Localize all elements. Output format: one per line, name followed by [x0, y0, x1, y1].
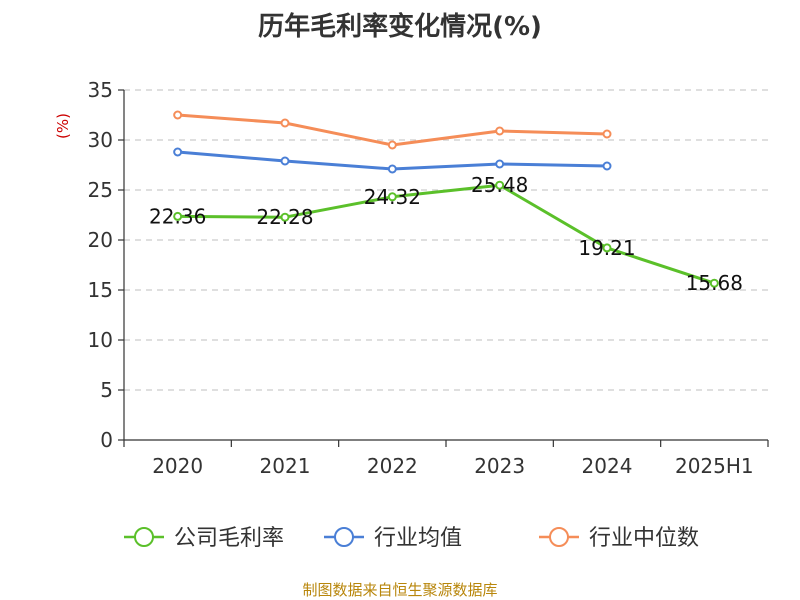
data-point — [387, 140, 397, 150]
y-tick-label: 25 — [88, 178, 113, 202]
legend-label: 行业均值 — [374, 526, 462, 551]
data-point — [495, 126, 505, 136]
source-note: 制图数据来自恒生聚源数据库 — [302, 581, 498, 599]
data-point — [602, 129, 612, 139]
data-point — [280, 118, 290, 128]
legend-label: 公司毛利率 — [174, 526, 284, 551]
series-line — [177, 183, 715, 285]
legend-label: 行业中位数 — [589, 526, 699, 551]
data-point — [387, 192, 397, 202]
x-tick-label: 2025H1 — [675, 454, 754, 478]
data-point — [173, 211, 183, 221]
y-axis-label: (%) — [54, 113, 72, 139]
y-tick-label: 30 — [88, 128, 113, 152]
data-point — [173, 110, 183, 120]
data-point — [495, 180, 505, 190]
y-tick-label: 15 — [88, 278, 113, 302]
data-label: 25.48 — [471, 173, 528, 197]
y-tick-label: 35 — [88, 78, 113, 102]
series-layer — [173, 110, 719, 288]
data-label: 24.32 — [364, 185, 421, 209]
data-point — [495, 159, 505, 169]
x-tick-label: 2022 — [367, 454, 418, 478]
axis-layer: 0 5 10 15 20 25 30 35 2020 2021 2022 2023 2024 2025H1 — [88, 78, 769, 478]
data-label: 22.28 — [256, 205, 313, 229]
grid-layer — [124, 89, 768, 391]
data-point — [173, 147, 183, 157]
data-point — [709, 278, 719, 288]
x-tick-label: 2023 — [474, 454, 525, 478]
data-point — [387, 164, 397, 174]
legend-item[interactable]: 公司毛利率 — [124, 526, 284, 551]
legend-marker-icon — [134, 527, 154, 547]
data-point — [602, 161, 612, 171]
x-tick-label: 2024 — [582, 454, 633, 478]
chart-title: 历年毛利率变化情况(%) — [258, 12, 542, 42]
y-tick-label: 0 — [100, 428, 113, 452]
legend[interactable]: 公司毛利率 行业均值 行业中位数 — [124, 526, 699, 551]
data-point — [280, 212, 290, 222]
x-tick-label: 2021 — [260, 454, 311, 478]
y-tick-label: 5 — [100, 378, 113, 402]
data-label: 22.36 — [149, 204, 206, 228]
legend-marker-icon — [549, 527, 569, 547]
data-label-layer: 22.36 22.28 24.32 25.48 19.21 15.68 — [149, 173, 743, 295]
legend-item[interactable]: 行业均值 — [324, 526, 462, 551]
data-point — [280, 156, 290, 166]
data-point — [602, 243, 612, 253]
y-tick-label: 20 — [88, 228, 113, 252]
legend-marker-icon — [334, 527, 354, 547]
data-label: 15.68 — [686, 271, 743, 295]
legend-item[interactable]: 行业中位数 — [539, 526, 699, 551]
x-tick-label: 2020 — [152, 454, 203, 478]
data-label: 19.21 — [578, 236, 635, 260]
y-tick-label: 10 — [88, 328, 113, 352]
